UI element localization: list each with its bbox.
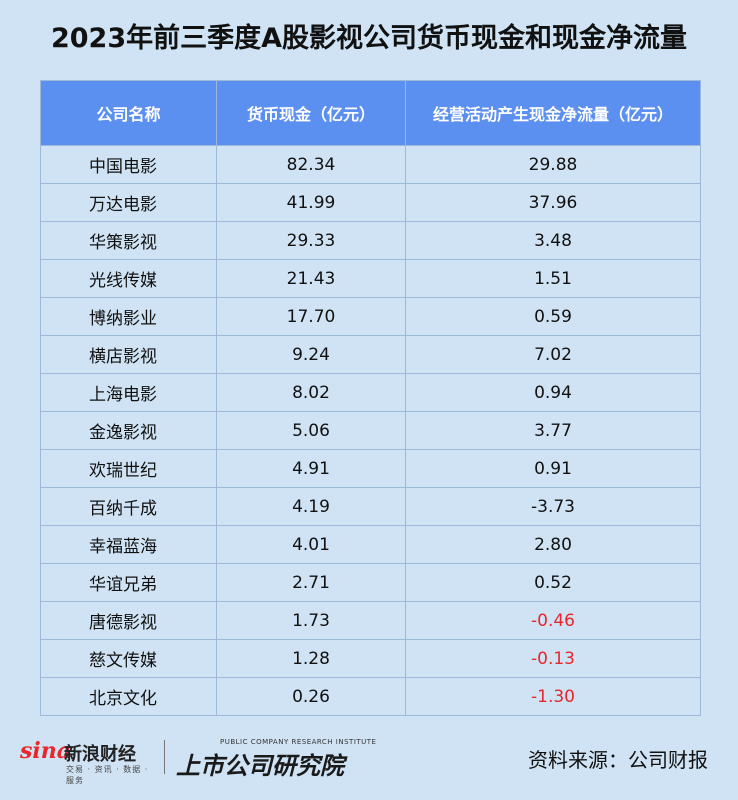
table-row: 幸福蓝海 4.01 2.80 <box>40 525 701 564</box>
header-company: 公司名称 <box>40 80 217 146</box>
cell-company: 中国电影 <box>40 145 217 184</box>
cell-flow: 0.52 <box>405 563 701 602</box>
cell-flow: 3.48 <box>405 221 701 260</box>
cell-cash: 17.70 <box>216 297 406 336</box>
cell-cash: 82.34 <box>216 145 406 184</box>
cell-cash: 9.24 <box>216 335 406 374</box>
cell-company: 光线传媒 <box>40 259 217 298</box>
cell-company: 北京文化 <box>40 677 217 716</box>
cell-cash: 41.99 <box>216 183 406 222</box>
cell-company: 欢瑞世纪 <box>40 449 217 488</box>
cell-flow: -3.73 <box>405 487 701 526</box>
source-note: 资料来源：公司财报 <box>528 748 708 772</box>
table-row: 欢瑞世纪 4.91 0.91 <box>40 449 701 488</box>
cell-cash: 5.06 <box>216 411 406 450</box>
cell-cash: 2.71 <box>216 563 406 602</box>
cell-flow: 2.80 <box>405 525 701 564</box>
cell-cash: 4.19 <box>216 487 406 526</box>
table-row: 上海电影 8.02 0.94 <box>40 373 701 412</box>
cell-company: 唐德影视 <box>40 601 217 640</box>
data-table: 公司名称 货币现金（亿元） 经营活动产生现金净流量（亿元） 中国电影 82.34 2… <box>40 80 701 716</box>
data-table-container: 公司名称 货币现金（亿元） 经营活动产生现金净流量（亿元） 中国电影 82.34 2… <box>40 80 701 716</box>
cell-flow: -0.13 <box>405 639 701 678</box>
page-title: 2023年前三季度A股影视公司货币现金和现金净流量 <box>50 23 688 54</box>
sina-tagline: 交易 · 资讯 · 数据 · 服务 <box>66 765 149 785</box>
table-row: 金逸影视 5.06 3.77 <box>40 411 701 450</box>
table-row: 华谊兄弟 2.71 0.52 <box>40 563 701 602</box>
table-row: 百纳千成 4.19 -3.73 <box>40 487 701 526</box>
cell-flow: 1.51 <box>405 259 701 298</box>
header-flow: 经营活动产生现金净流量（亿元） <box>405 80 701 146</box>
cell-company: 慈文传媒 <box>40 639 217 678</box>
cell-company: 金逸影视 <box>40 411 217 450</box>
institute-cn: 上市公司研究院 <box>176 752 344 780</box>
cell-flow: 29.88 <box>405 145 701 184</box>
cell-company: 百纳千成 <box>40 487 217 526</box>
cell-cash: 21.43 <box>216 259 406 298</box>
sina-name: 新浪财经 <box>64 744 136 765</box>
cell-cash: 4.91 <box>216 449 406 488</box>
footer-divider <box>164 740 165 774</box>
table-row: 博纳影业 17.70 0.59 <box>40 297 701 336</box>
table-row: 华策影视 29.33 3.48 <box>40 221 701 260</box>
cell-flow: 0.91 <box>405 449 701 488</box>
table-row: 慈文传媒 1.28 -0.13 <box>40 639 701 678</box>
table-row: 万达电影 41.99 37.96 <box>40 183 701 222</box>
cell-company: 博纳影业 <box>40 297 217 336</box>
table-row: 光线传媒 21.43 1.51 <box>40 259 701 298</box>
footer: sina 新浪财经 交易 · 资讯 · 数据 · 服务 PUBLIC COMPA… <box>0 736 738 786</box>
cell-flow: 37.96 <box>405 183 701 222</box>
cell-flow: 3.77 <box>405 411 701 450</box>
cell-flow: 0.59 <box>405 297 701 336</box>
cell-cash: 29.33 <box>216 221 406 260</box>
header-cash: 货币现金（亿元） <box>216 80 406 146</box>
cell-flow: -0.46 <box>405 601 701 640</box>
cell-cash: 4.01 <box>216 525 406 564</box>
table-row: 中国电影 82.34 29.88 <box>40 145 701 184</box>
cell-flow: 0.94 <box>405 373 701 412</box>
cell-company: 华谊兄弟 <box>40 563 217 602</box>
cell-company: 华策影视 <box>40 221 217 260</box>
sina-logo-mark: sina <box>20 738 71 764</box>
table-row: 横店影视 9.24 7.02 <box>40 335 701 374</box>
table-row: 北京文化 0.26 -1.30 <box>40 677 701 716</box>
institute-en: PUBLIC COMPANY RESEARCH INSTITUTE <box>220 738 377 746</box>
cell-cash: 0.26 <box>216 677 406 716</box>
cell-company: 横店影视 <box>40 335 217 374</box>
cell-company: 上海电影 <box>40 373 217 412</box>
cell-cash: 1.73 <box>216 601 406 640</box>
table-row: 唐德影视 1.73 -0.46 <box>40 601 701 640</box>
cell-cash: 1.28 <box>216 639 406 678</box>
cell-company: 万达电影 <box>40 183 217 222</box>
table-header-row: 公司名称 货币现金（亿元） 经营活动产生现金净流量（亿元） <box>40 80 701 146</box>
sina-finance-logo: sina 新浪财经 交易 · 资讯 · 数据 · 服务 <box>20 738 160 785</box>
cell-flow: 7.02 <box>405 335 701 374</box>
institute-logo: PUBLIC COMPANY RESEARCH INSTITUTE 上市公司研究… <box>176 738 376 780</box>
cell-cash: 8.02 <box>216 373 406 412</box>
cell-company: 幸福蓝海 <box>40 525 217 564</box>
cell-flow: -1.30 <box>405 677 701 716</box>
